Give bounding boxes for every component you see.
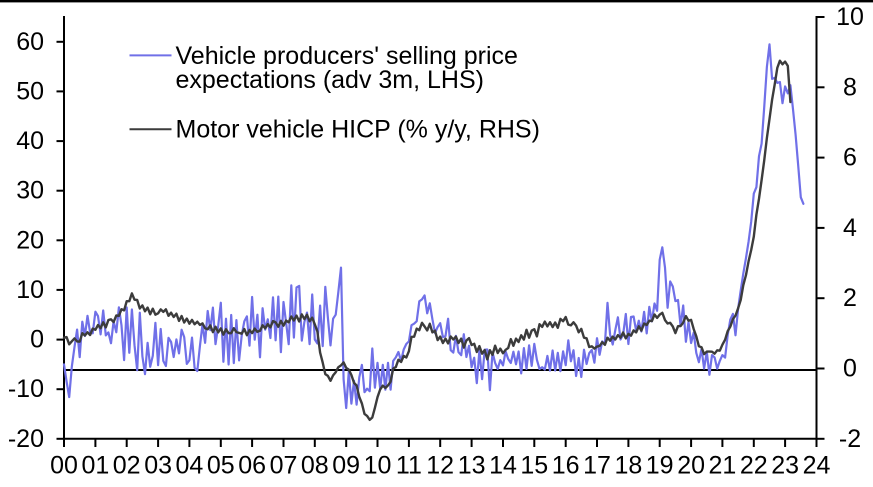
svg-text:06: 06 [238, 452, 266, 480]
svg-text:19: 19 [646, 452, 674, 480]
svg-text:01: 01 [81, 452, 109, 480]
svg-text:24: 24 [803, 452, 831, 480]
svg-text:50: 50 [16, 77, 44, 105]
svg-text:02: 02 [113, 452, 141, 480]
svg-text:11: 11 [396, 452, 422, 480]
svg-text:14: 14 [489, 452, 517, 480]
svg-text:15: 15 [520, 452, 548, 480]
svg-text:05: 05 [207, 452, 235, 480]
svg-text:Motor vehicle HICP (% y/y, RHS: Motor vehicle HICP (% y/y, RHS) [176, 116, 540, 144]
svg-text:09: 09 [332, 452, 360, 480]
svg-text:07: 07 [270, 452, 298, 480]
svg-text:17: 17 [583, 452, 611, 480]
svg-text:Vehicle producers' selling pri: Vehicle producers' selling price [176, 42, 518, 70]
svg-text:12: 12 [426, 452, 454, 480]
svg-text:2: 2 [843, 284, 857, 312]
svg-text:10: 10 [364, 452, 392, 480]
svg-text:08: 08 [301, 452, 329, 480]
svg-text:60: 60 [16, 28, 44, 56]
svg-text:23: 23 [771, 452, 799, 480]
svg-text:0: 0 [843, 355, 857, 383]
svg-text:18: 18 [614, 452, 642, 480]
svg-text:40: 40 [16, 127, 44, 155]
svg-text:20: 20 [677, 452, 705, 480]
svg-text:0: 0 [30, 326, 44, 354]
svg-text:expectations (adv 3m, LHS): expectations (adv 3m, LHS) [176, 66, 484, 94]
svg-text:-2: -2 [839, 425, 861, 453]
svg-text:6: 6 [843, 144, 857, 172]
svg-text:13: 13 [458, 452, 486, 480]
svg-text:-20: -20 [8, 425, 44, 453]
svg-text:4: 4 [843, 214, 857, 242]
svg-text:04: 04 [175, 452, 203, 480]
svg-text:21: 21 [708, 452, 736, 480]
svg-text:10: 10 [16, 276, 44, 304]
svg-text:16: 16 [552, 452, 580, 480]
svg-text:-10: -10 [8, 375, 44, 403]
svg-text:10: 10 [836, 3, 864, 31]
svg-text:00: 00 [50, 452, 78, 480]
svg-text:03: 03 [144, 452, 172, 480]
svg-text:20: 20 [16, 226, 44, 254]
svg-text:8: 8 [843, 73, 857, 101]
svg-text:22: 22 [740, 452, 768, 480]
svg-text:30: 30 [16, 177, 44, 205]
